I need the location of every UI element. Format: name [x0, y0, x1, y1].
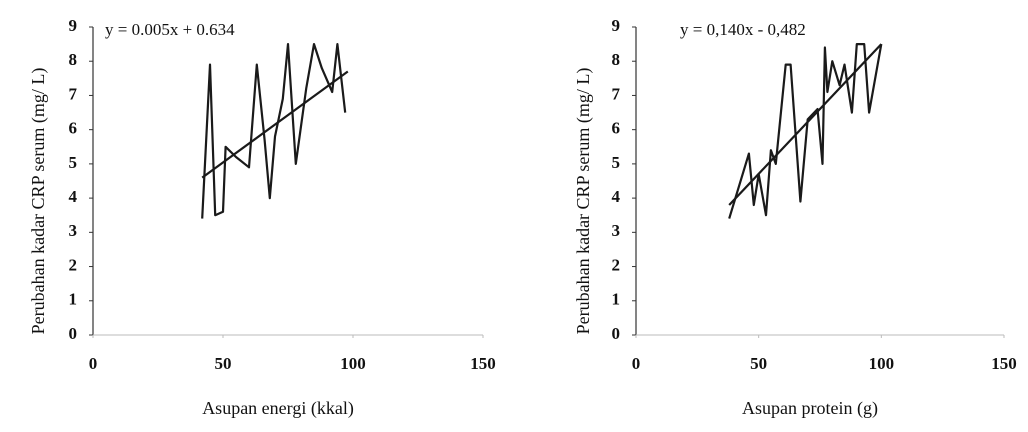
x-tick-label: 100 [869, 354, 895, 373]
y-tick-label: 7 [612, 84, 621, 103]
y-axis-title: Perubahan kadar CRP serum (mg/ L) [28, 68, 49, 335]
x-tick-label: 50 [750, 354, 767, 373]
y-tick-label: 8 [612, 50, 621, 69]
y-tick-label: 3 [612, 221, 621, 240]
y-tick-label: 4 [612, 187, 621, 206]
data-line [202, 72, 348, 178]
y-tick-label: 5 [612, 153, 621, 172]
y-tick-label: 2 [69, 255, 78, 274]
figure: 0123456789050100150Asupan energi (kkal)P… [0, 0, 1028, 432]
x-tick-label: 150 [470, 354, 496, 373]
y-axis-title: Perubahan kadar CRP serum (mg/ L) [573, 68, 594, 335]
y-tick-label: 9 [612, 16, 621, 35]
y-tick-label: 4 [69, 187, 78, 206]
y-tick-label: 7 [69, 84, 78, 103]
x-tick-label: 150 [991, 354, 1017, 373]
y-tick-label: 3 [69, 221, 78, 240]
x-tick-label: 50 [215, 354, 232, 373]
y-tick-label: 0 [69, 324, 78, 343]
chart: 0 1 2 3 4 5 6 7 8 9 0 50 100 150 Asupan energi (kkal) P… [28, 16, 496, 419]
y-tick-label: 0 [612, 324, 621, 343]
data-line [202, 44, 345, 219]
x-tick-label: 0 [632, 354, 641, 373]
y-tick-label: 9 [69, 16, 78, 35]
y-tick-label: 8 [69, 50, 78, 69]
y-tick-label: 6 [612, 119, 621, 138]
data-line [729, 44, 881, 205]
equation: y = 0.005x + 0.634 [105, 20, 235, 39]
x-axis-title: Asupan energi (kkal) [202, 398, 354, 419]
x-axis-title: Asupan protein (g) [742, 398, 878, 419]
equation: y = 0,140x - 0,482 [680, 20, 806, 39]
data-line [729, 44, 881, 219]
y-tick-label: 1 [69, 290, 78, 309]
y-tick-label: 2 [612, 255, 621, 274]
y-tick-label: 1 [612, 290, 621, 309]
x-tick-label: 0 [89, 354, 98, 373]
y-tick-label: 5 [69, 153, 78, 172]
y-tick-label: 6 [69, 119, 78, 138]
x-tick-label: 100 [340, 354, 366, 373]
chart: 0 1 2 3 4 5 6 7 8 9 0 50 100 150 Asupan protein (g) Per… [573, 16, 1017, 419]
